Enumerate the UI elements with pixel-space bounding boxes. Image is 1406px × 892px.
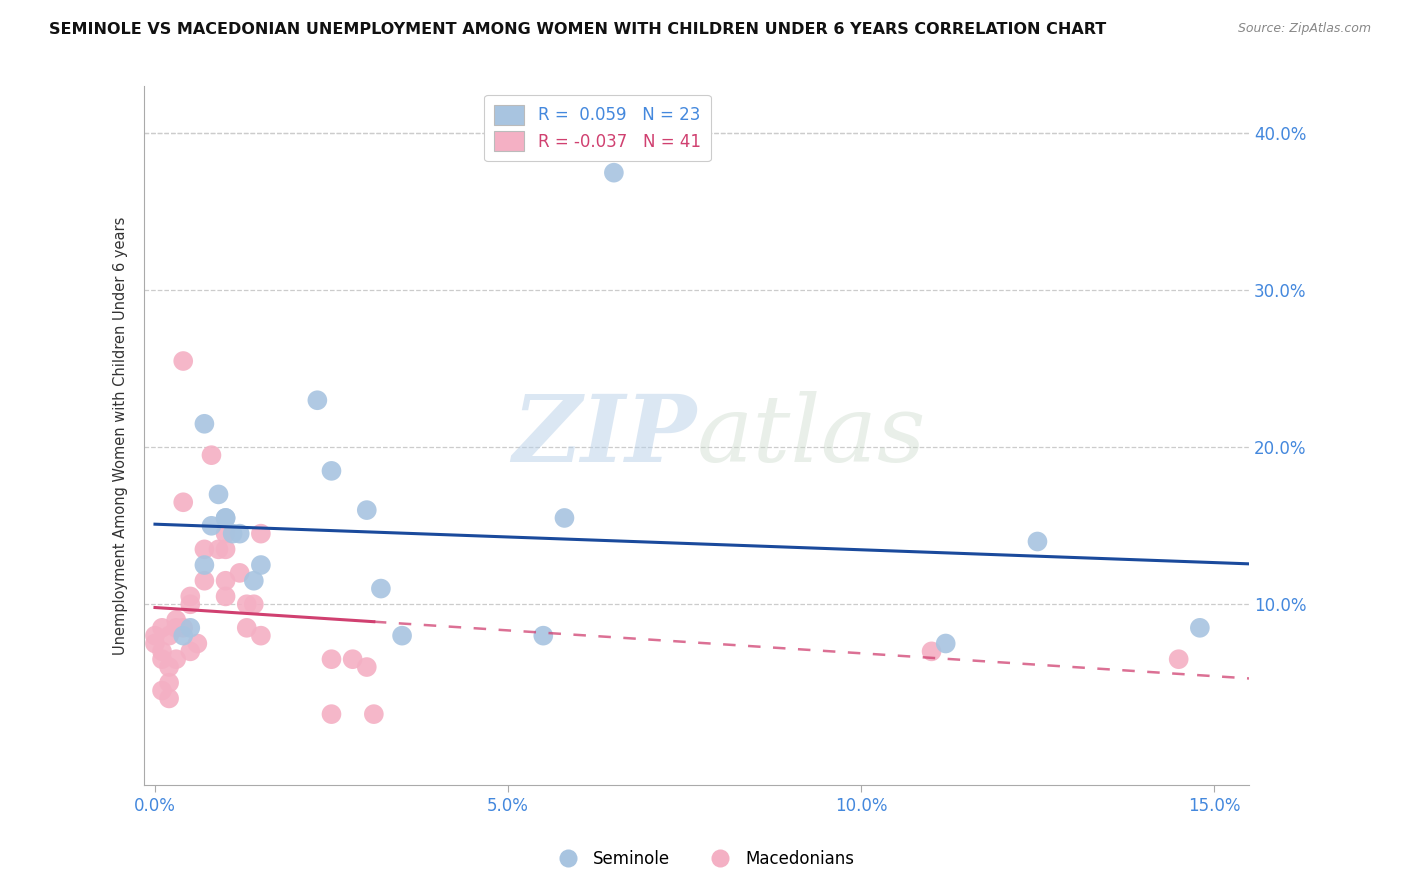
Point (200, 448, 222, 462)
Point (157, 675, 180, 690)
Point (193, 574, 215, 588)
Point (193, 558, 215, 572)
Point (214, 526, 236, 541)
Point (342, 652, 364, 666)
Point (236, 597, 259, 611)
Text: Source: ZipAtlas.com: Source: ZipAtlas.com (1237, 22, 1371, 36)
Point (935, 636, 957, 650)
Point (193, 542, 215, 557)
Point (250, 526, 273, 541)
Text: ZIP: ZIP (513, 391, 697, 481)
Point (356, 660, 378, 674)
Legend: Seminole, Macedonians: Seminole, Macedonians (546, 844, 860, 875)
Point (1167, 652, 1189, 666)
Point (172, 495, 194, 509)
Point (150, 621, 173, 635)
Point (1188, 621, 1211, 635)
Point (214, 574, 236, 588)
Point (221, 526, 243, 541)
Point (321, 707, 343, 722)
Point (150, 644, 173, 658)
Point (1026, 534, 1049, 549)
Point (157, 660, 180, 674)
Point (157, 629, 180, 643)
Point (179, 597, 201, 611)
Point (603, 166, 626, 180)
Point (200, 518, 222, 533)
Point (391, 629, 413, 643)
Point (321, 464, 343, 478)
Point (321, 652, 343, 666)
Point (921, 644, 943, 658)
Point (150, 683, 173, 698)
Point (150, 652, 173, 666)
Point (157, 691, 180, 706)
Point (243, 574, 266, 588)
Point (356, 503, 378, 517)
Point (228, 526, 250, 541)
Point (165, 652, 187, 666)
Point (531, 629, 554, 643)
Point (143, 629, 166, 643)
Point (193, 417, 215, 431)
Point (207, 487, 229, 501)
Point (214, 511, 236, 525)
Point (207, 542, 229, 557)
Point (179, 590, 201, 604)
Point (243, 597, 266, 611)
Point (236, 621, 259, 635)
Point (143, 636, 166, 650)
Point (172, 354, 194, 368)
Point (250, 558, 273, 572)
Text: SEMINOLE VS MACEDONIAN UNEMPLOYMENT AMONG WOMEN WITH CHILDREN UNDER 6 YEARS CORR: SEMINOLE VS MACEDONIAN UNEMPLOYMENT AMON… (49, 22, 1107, 37)
Point (214, 590, 236, 604)
Point (553, 511, 575, 525)
Point (165, 621, 187, 635)
Point (172, 621, 194, 635)
Point (214, 511, 236, 525)
Point (363, 707, 385, 722)
Text: atlas: atlas (697, 391, 927, 481)
Point (214, 542, 236, 557)
Point (307, 393, 329, 408)
Point (228, 566, 250, 580)
Point (179, 621, 201, 635)
Point (179, 644, 201, 658)
Point (250, 629, 273, 643)
Point (165, 613, 187, 627)
Y-axis label: Unemployment Among Women with Children Under 6 years: Unemployment Among Women with Children U… (114, 217, 128, 655)
Point (186, 636, 208, 650)
Point (370, 582, 392, 596)
Legend: R =  0.059   N = 23, R = -0.037   N = 41: R = 0.059 N = 23, R = -0.037 N = 41 (484, 95, 710, 161)
Point (172, 629, 194, 643)
